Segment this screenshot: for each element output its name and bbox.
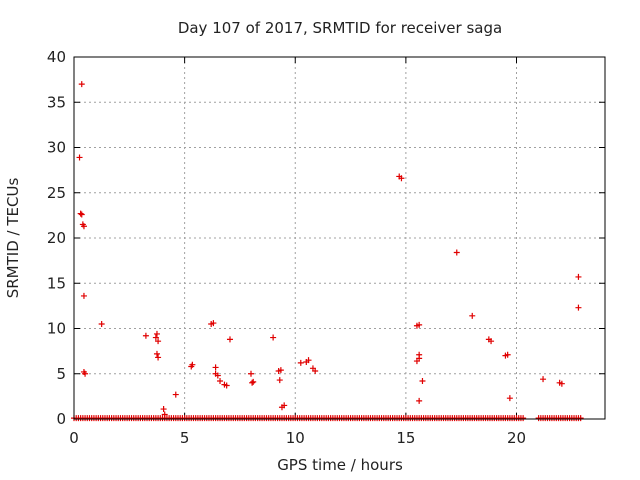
data-point [577, 415, 584, 422]
data-point [248, 370, 254, 377]
data-point [506, 395, 513, 402]
x-tick-label: 0 [69, 429, 79, 447]
data-point [223, 382, 230, 389]
data-point [469, 312, 476, 319]
data-point [189, 361, 196, 368]
data-point [250, 378, 257, 385]
data-point [416, 397, 423, 404]
y-tick-label: 35 [47, 93, 66, 111]
data-point [297, 359, 304, 366]
data-point [419, 377, 426, 384]
x-tick-label: 15 [396, 429, 415, 447]
data-point [488, 338, 495, 345]
y-tick-label: 5 [56, 365, 66, 383]
x-tick-label: 10 [286, 429, 305, 447]
data-point [270, 334, 277, 341]
data-point [312, 368, 319, 375]
chart-title: Day 107 of 2017, SRMTID for receiver sag… [178, 19, 502, 37]
y-tick-label: 20 [47, 229, 66, 247]
data-point [160, 406, 167, 413]
data-point [558, 380, 565, 387]
data-point [82, 370, 89, 377]
data-point [161, 411, 168, 418]
plot-frame [73, 56, 606, 420]
data-point [504, 351, 511, 358]
y-tick-label: 15 [47, 274, 66, 292]
data-point [416, 321, 423, 328]
data-point [78, 211, 85, 218]
data-point [80, 223, 87, 230]
data-point [152, 334, 159, 341]
data-point [226, 336, 233, 343]
data-point [305, 357, 312, 364]
data-point [276, 377, 283, 384]
data-point [416, 351, 423, 358]
y-axis-label: SRMTID / TECUs [4, 178, 22, 299]
x-tick-label: 5 [180, 429, 190, 447]
grid [74, 57, 605, 419]
data-point [214, 372, 221, 379]
data-point [155, 354, 162, 361]
data-point [212, 364, 219, 371]
x-tick-label: 20 [507, 429, 526, 447]
data-point [80, 292, 87, 299]
data-point [453, 249, 460, 256]
data-point [575, 304, 582, 311]
data-point [142, 332, 149, 339]
data-point [281, 402, 288, 409]
y-tick-label: 0 [56, 410, 66, 428]
data-point [76, 154, 83, 161]
data-point [217, 377, 224, 384]
data-point [78, 81, 85, 88]
data-point [249, 379, 256, 386]
data-point [277, 367, 284, 374]
y-tick-label: 25 [47, 184, 66, 202]
data-point [77, 210, 84, 217]
y-tick-label: 10 [47, 320, 66, 338]
x-axis-label: GPS time / hours [277, 456, 403, 474]
y-tick-label: 40 [47, 48, 66, 66]
y-tick-label: 30 [47, 139, 66, 157]
data-point [172, 391, 179, 398]
data-point [210, 320, 217, 327]
data-point [540, 376, 547, 383]
data-points [71, 81, 584, 422]
data-point [398, 175, 405, 182]
data-point [575, 273, 582, 280]
data-point [98, 320, 105, 327]
axis-ticks: 0 5 10 15 20 25 30 35 40 0 5 10 15 20 [47, 48, 605, 447]
data-point [155, 338, 162, 345]
data-point [153, 350, 160, 357]
data-point [520, 415, 527, 422]
data-point [153, 330, 160, 337]
